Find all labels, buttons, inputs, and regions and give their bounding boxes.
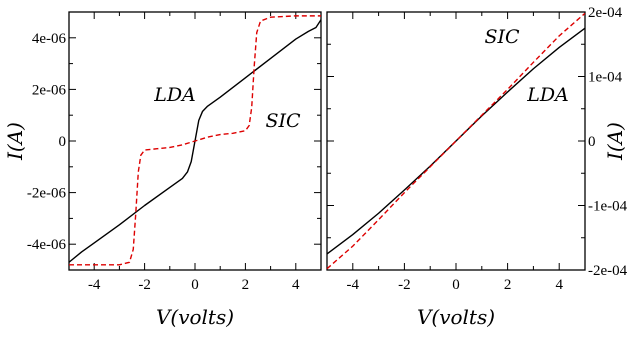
left-y-tick-label: 0 (59, 134, 67, 150)
right-y-tick-label: 2e-04 (588, 5, 623, 21)
right-series-lda-line (326, 27, 586, 255)
right-y-tick-label: -2e-04 (588, 263, 628, 279)
left-y-tick-label: -4e-06 (27, 237, 67, 253)
right-x-axis-label: V(volts) (417, 305, 495, 329)
right-x-tick-label: -4 (347, 277, 360, 293)
left-x-tick-label: 4 (292, 277, 300, 293)
right-y-tick-label: -1e-04 (588, 199, 628, 215)
right-x-tick-label: 0 (452, 277, 460, 293)
left-y-tick-label: 4e-06 (32, 31, 67, 47)
left-y-tick-label: 2e-06 (32, 82, 67, 98)
left-x-tick-label: -2 (138, 277, 151, 293)
left-x-tick-label: 2 (242, 277, 250, 293)
left-annotation-sic: SIC (265, 110, 301, 132)
right-y-tick-label: 1e-04 (588, 70, 623, 86)
left-x-tick-label: 0 (191, 277, 199, 293)
right-x-tick-label: 4 (555, 277, 563, 293)
left-x-axis-label: V(volts) (156, 305, 234, 329)
left-series-lda-line (68, 19, 322, 263)
left-y-tick-label: -2e-06 (27, 186, 67, 202)
left-series-sic-line (69, 15, 321, 266)
left-annotation-lda: LDA (153, 84, 196, 106)
right-x-tick-label: 2 (504, 277, 512, 293)
right-annotation-sic: SIC (484, 26, 520, 48)
right-y-axis-label: I(A) (603, 122, 627, 161)
right-y-tick-label: 0 (588, 134, 596, 150)
right-annotation-lda: LDA (526, 84, 569, 106)
right-x-tick-label: -2 (398, 277, 411, 293)
left-y-axis-label: I(A) (3, 122, 27, 161)
right-series-sic-line (326, 12, 586, 270)
left-x-tick-label: -4 (88, 277, 101, 293)
